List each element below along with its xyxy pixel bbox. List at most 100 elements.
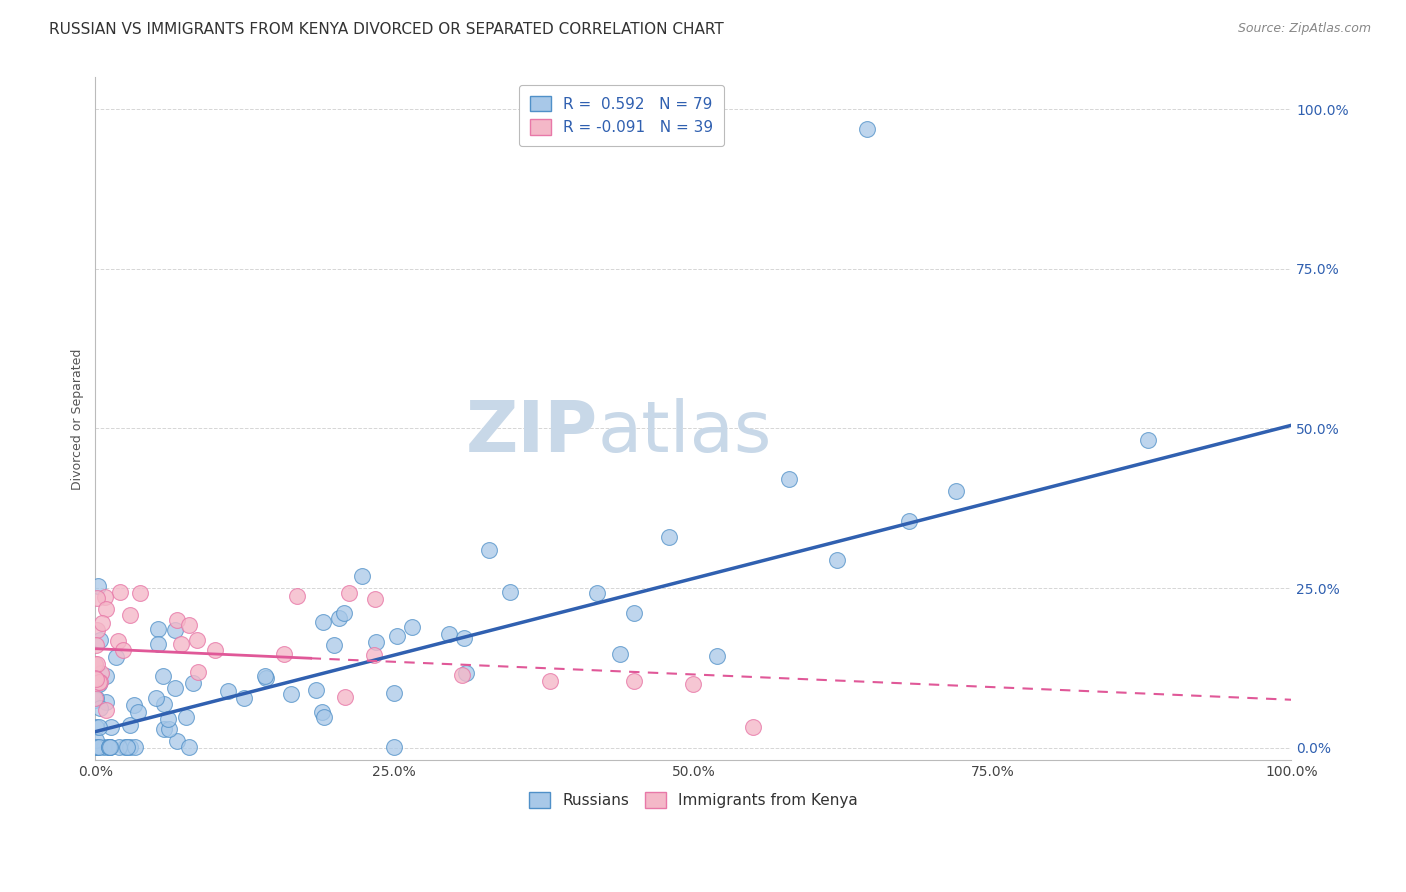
Point [157, 723, 180, 737]
Point [118, 608, 141, 623]
Point [454, 666, 477, 681]
Point [86, 739, 108, 754]
Point [204, 643, 226, 657]
Point [364, 635, 387, 649]
Point [98, 739, 121, 754]
Point [93, 739, 115, 754]
Point [108, 739, 131, 754]
Point [179, 739, 201, 754]
Point [152, 697, 174, 711]
Point [145, 690, 167, 705]
Point [84, 657, 107, 672]
Point [323, 638, 346, 652]
Point [186, 632, 208, 647]
Point [84, 691, 107, 706]
Point [86, 657, 108, 671]
Point [778, 472, 800, 486]
Point [163, 681, 186, 695]
Point [86, 591, 108, 605]
Point [128, 586, 150, 600]
Text: atlas: atlas [598, 398, 772, 467]
Point [108, 584, 131, 599]
Point [111, 642, 134, 657]
Point [94, 695, 117, 709]
Point [84, 675, 107, 690]
Point [90, 616, 112, 631]
Point [86, 624, 108, 638]
Y-axis label: Divorced or Separated: Divorced or Separated [72, 348, 84, 490]
Point [401, 620, 423, 634]
Point [94, 703, 117, 717]
Point [165, 623, 187, 637]
Point [89, 701, 111, 715]
Text: Source: ZipAtlas.com: Source: ZipAtlas.com [1237, 22, 1371, 36]
Point [84, 693, 107, 707]
Point [742, 720, 765, 734]
Point [87, 674, 110, 689]
Point [98, 739, 121, 754]
Point [825, 553, 848, 567]
Point [179, 617, 201, 632]
Point [453, 631, 475, 645]
Point [333, 606, 356, 620]
Point [156, 712, 179, 726]
Point [146, 623, 169, 637]
Point [538, 673, 561, 688]
Point [146, 637, 169, 651]
Point [706, 649, 728, 664]
Point [609, 647, 631, 661]
Point [439, 627, 461, 641]
Point [233, 690, 256, 705]
Point [273, 647, 295, 661]
Point [87, 579, 110, 593]
Point [382, 739, 405, 754]
Point [181, 676, 204, 690]
Point [100, 721, 122, 735]
Point [174, 710, 197, 724]
Point [115, 739, 138, 754]
Point [89, 720, 111, 734]
Point [280, 687, 302, 701]
Point [87, 677, 110, 691]
Point [166, 733, 188, 747]
Point [152, 669, 174, 683]
Point [89, 675, 111, 690]
Point [84, 690, 107, 705]
Point [90, 665, 112, 680]
Point [96, 669, 118, 683]
Point [118, 739, 141, 754]
Point [120, 717, 142, 731]
Point [623, 673, 645, 688]
Text: RUSSIAN VS IMMIGRANTS FROM KENYA DIVORCED OR SEPARATED CORRELATION CHART: RUSSIAN VS IMMIGRANTS FROM KENYA DIVORCE… [49, 22, 724, 37]
Point [364, 591, 387, 606]
Point [305, 682, 328, 697]
Point [98, 739, 121, 754]
Point [312, 615, 335, 630]
Point [312, 710, 335, 724]
Point [658, 530, 681, 544]
Point [98, 739, 121, 754]
Point [499, 585, 522, 599]
Point [89, 632, 111, 647]
Point [478, 543, 501, 558]
Point [333, 690, 356, 705]
Point [84, 732, 107, 747]
Point [363, 648, 385, 662]
Point [1136, 433, 1159, 447]
Point [87, 739, 110, 754]
Point [152, 723, 174, 737]
Point [385, 629, 408, 643]
Point [94, 590, 117, 604]
Point [254, 669, 277, 683]
Point [217, 684, 239, 698]
Legend: Russians, Immigrants from Kenya: Russians, Immigrants from Kenya [523, 786, 865, 814]
Point [104, 650, 127, 665]
Point [350, 569, 373, 583]
Point [86, 739, 108, 754]
Point [623, 606, 645, 620]
Point [94, 602, 117, 616]
Point [87, 739, 110, 754]
Point [114, 739, 136, 754]
Point [84, 638, 107, 652]
Point [107, 634, 129, 648]
